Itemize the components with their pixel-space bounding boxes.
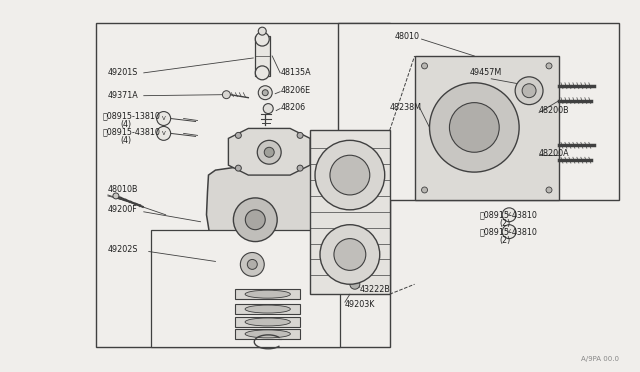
Ellipse shape [245, 318, 291, 326]
Text: V: V [162, 131, 166, 136]
Circle shape [236, 165, 241, 171]
Text: 48206: 48206 [280, 103, 305, 112]
Circle shape [245, 210, 265, 230]
Ellipse shape [245, 305, 291, 313]
Circle shape [422, 63, 428, 69]
Text: 48010B: 48010B [108, 186, 138, 195]
Circle shape [502, 225, 516, 238]
Polygon shape [228, 128, 310, 175]
Circle shape [297, 132, 303, 138]
Bar [236, 329, 300, 339]
Text: 48200A: 48200A [539, 149, 570, 158]
Circle shape [315, 140, 385, 210]
Circle shape [157, 112, 171, 125]
Text: Ⓥ08915-43810: Ⓥ08915-43810 [103, 127, 161, 136]
Circle shape [297, 165, 303, 171]
Circle shape [234, 198, 277, 241]
Text: 43222B: 43222B [360, 285, 390, 294]
Ellipse shape [245, 330, 291, 338]
Circle shape [259, 86, 272, 100]
Bar [415, 56, 559, 200]
Text: Ⓥ08915-43810: Ⓥ08915-43810 [479, 210, 537, 219]
Text: 49202S: 49202S [108, 245, 138, 254]
Text: 49200F: 49200F [108, 205, 138, 214]
Circle shape [429, 83, 519, 172]
Circle shape [259, 27, 266, 35]
Circle shape [262, 90, 268, 96]
Circle shape [320, 225, 380, 284]
Circle shape [330, 155, 370, 195]
Circle shape [546, 63, 552, 69]
Circle shape [522, 84, 536, 98]
Bar [310, 131, 390, 294]
Bar [151, 230, 340, 347]
Text: V: V [508, 229, 511, 234]
Text: 48200B: 48200B [539, 106, 570, 115]
Circle shape [263, 104, 273, 113]
Bar [96, 23, 390, 347]
Bar [255, 36, 270, 76]
Text: (2): (2) [499, 236, 511, 245]
Polygon shape [207, 165, 360, 291]
Circle shape [223, 91, 230, 99]
Circle shape [247, 259, 257, 269]
Circle shape [236, 132, 241, 138]
Circle shape [449, 103, 499, 152]
Circle shape [264, 147, 274, 157]
Circle shape [255, 32, 269, 46]
Text: 49457M: 49457M [469, 68, 502, 77]
Bar [248, 128, 292, 175]
Circle shape [157, 126, 171, 140]
Circle shape [422, 187, 428, 193]
Text: (4): (4) [121, 136, 132, 145]
Text: 48206E: 48206E [280, 86, 310, 95]
Circle shape [113, 193, 119, 199]
Text: Ⓥ08915-43810: Ⓥ08915-43810 [479, 227, 537, 236]
Text: Ⓥ08915-13810: Ⓥ08915-13810 [103, 111, 161, 120]
Circle shape [257, 140, 281, 164]
Text: A/9PA 00.0: A/9PA 00.0 [580, 356, 619, 362]
Text: 49201S: 49201S [108, 68, 138, 77]
Text: V: V [162, 116, 166, 121]
Circle shape [255, 66, 269, 80]
Ellipse shape [245, 290, 291, 298]
Circle shape [350, 279, 360, 289]
Circle shape [241, 253, 264, 276]
Text: (2): (2) [499, 219, 511, 228]
Bar [338, 23, 619, 200]
Circle shape [546, 187, 552, 193]
Bar [236, 289, 300, 299]
Text: 48010: 48010 [395, 32, 420, 41]
Circle shape [515, 77, 543, 105]
Text: 49371A: 49371A [108, 91, 139, 100]
Text: (4): (4) [121, 120, 132, 129]
Text: V: V [508, 212, 511, 217]
Circle shape [334, 238, 366, 270]
Text: 49203K: 49203K [345, 299, 375, 309]
Bar [236, 304, 300, 314]
Text: 48238M: 48238M [390, 103, 422, 112]
Text: 48135A: 48135A [280, 68, 311, 77]
Bar [236, 317, 300, 327]
Circle shape [502, 208, 516, 222]
